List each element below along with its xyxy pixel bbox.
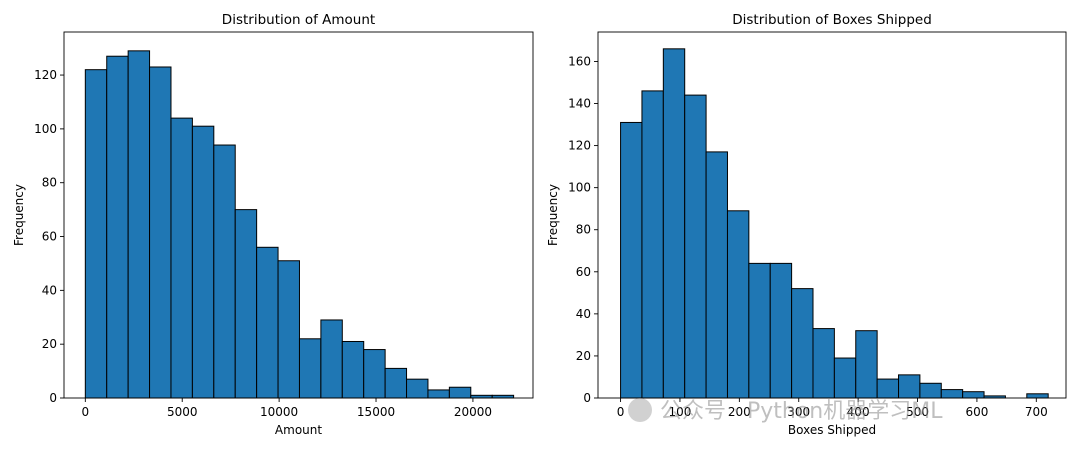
x-tick-label: 200 bbox=[728, 405, 751, 419]
y-tick-label: 0 bbox=[583, 391, 591, 405]
x-tick-label: 400 bbox=[847, 405, 870, 419]
x-tick-label: 500 bbox=[906, 405, 929, 419]
histogram-bar bbox=[384, 367, 408, 399]
x-tick-label: 100 bbox=[669, 405, 692, 419]
bars-group bbox=[620, 48, 1049, 399]
x-ticks: 0 5000 10000 15000 20000 bbox=[81, 398, 492, 419]
y-tick-label: 100 bbox=[34, 122, 57, 136]
x-tick-label: 5000 bbox=[167, 405, 198, 419]
y-tick-label: 40 bbox=[576, 307, 591, 321]
histogram-bar bbox=[149, 66, 172, 399]
histogram-bar bbox=[170, 117, 193, 399]
x-axis-label: Amount bbox=[275, 423, 322, 437]
x-ticks: 0 100 200 300 400 500 600 700 bbox=[617, 398, 1048, 419]
histogram-bar bbox=[341, 340, 365, 399]
histogram-bar bbox=[662, 48, 686, 399]
histogram-bar bbox=[427, 389, 450, 399]
x-tick-label: 300 bbox=[787, 405, 810, 419]
watermark-text: 公众号 · Python机器学习ML bbox=[660, 399, 943, 424]
boxes-shipped-histogram: Distribution of Boxes Shipped 0 100 200 300… bbox=[546, 12, 1067, 437]
histogram-bar bbox=[833, 357, 857, 399]
y-tick-label: 120 bbox=[568, 139, 591, 153]
x-tick-label: 600 bbox=[965, 405, 988, 419]
histogram-bar bbox=[898, 374, 921, 399]
y-tick-label: 160 bbox=[568, 54, 591, 68]
x-tick-label: 0 bbox=[81, 405, 89, 419]
wechat-icon bbox=[628, 398, 652, 422]
histogram-bar bbox=[726, 210, 750, 399]
histogram-bar bbox=[448, 386, 472, 399]
histogram-bar bbox=[256, 246, 279, 399]
y-ticks: 0 20 40 60 80 100 120 140 160 bbox=[568, 54, 598, 405]
x-tick-label: 15000 bbox=[357, 405, 395, 419]
histogram-bar bbox=[234, 209, 258, 399]
y-ticks: 0 20 40 60 80 100 120 bbox=[34, 68, 64, 405]
x-tick-label: 20000 bbox=[454, 405, 492, 419]
bars-group bbox=[84, 50, 515, 399]
y-axis-label: Frequency bbox=[546, 184, 560, 246]
histogram-bar bbox=[855, 330, 878, 399]
histogram-bar bbox=[406, 378, 429, 399]
x-axis-label: Boxes Shipped bbox=[788, 423, 876, 437]
histogram-bar bbox=[812, 328, 835, 399]
histogram-bar bbox=[213, 144, 236, 399]
histogram-bar bbox=[684, 94, 707, 399]
histogram-bar bbox=[1026, 393, 1049, 399]
histogram-bar bbox=[277, 260, 300, 399]
histogram-bar bbox=[620, 121, 643, 399]
histogram-bar bbox=[641, 90, 664, 399]
histogram-bar bbox=[705, 151, 728, 399]
y-tick-label: 40 bbox=[42, 283, 57, 297]
histogram-bar bbox=[769, 262, 793, 399]
histogram-bar bbox=[748, 262, 771, 399]
y-tick-label: 60 bbox=[576, 265, 591, 279]
y-tick-label: 20 bbox=[576, 349, 591, 363]
histogram-bar bbox=[127, 50, 151, 399]
x-tick-label: 700 bbox=[1025, 405, 1048, 419]
histogram-bar bbox=[876, 378, 900, 399]
y-tick-label: 0 bbox=[49, 391, 57, 405]
histogram-bar bbox=[940, 389, 964, 399]
axes-frame bbox=[597, 31, 1067, 399]
axes-frame bbox=[63, 31, 534, 399]
amount-histogram: Distribution of Amount 0 5000 10000 15000 20… bbox=[12, 12, 534, 437]
x-tick-label: 0 bbox=[617, 405, 625, 419]
y-tick-label: 140 bbox=[568, 97, 591, 111]
watermark: 公众号 · Python机器学习ML bbox=[628, 398, 943, 424]
histogram-bar bbox=[191, 125, 215, 399]
y-tick-label: 60 bbox=[42, 230, 57, 244]
histogram-bar bbox=[298, 338, 322, 399]
y-tick-label: 20 bbox=[42, 337, 57, 351]
histogram-bar bbox=[320, 319, 343, 399]
y-tick-label: 120 bbox=[34, 68, 57, 82]
y-tick-label: 80 bbox=[42, 176, 57, 190]
x-tick-label: 10000 bbox=[260, 405, 298, 419]
y-tick-label: 80 bbox=[576, 223, 591, 237]
histogram-bar bbox=[84, 69, 108, 399]
histogram-bar bbox=[962, 391, 985, 399]
histogram-bar bbox=[106, 55, 129, 399]
histogram-bar bbox=[919, 382, 942, 399]
chart-title: Distribution of Boxes Shipped bbox=[732, 12, 932, 28]
y-tick-label: 100 bbox=[568, 181, 591, 195]
chart-title: Distribution of Amount bbox=[222, 12, 375, 28]
histogram-bar bbox=[363, 349, 386, 399]
y-axis-label: Frequency bbox=[12, 184, 26, 246]
histogram-bar bbox=[791, 288, 814, 399]
